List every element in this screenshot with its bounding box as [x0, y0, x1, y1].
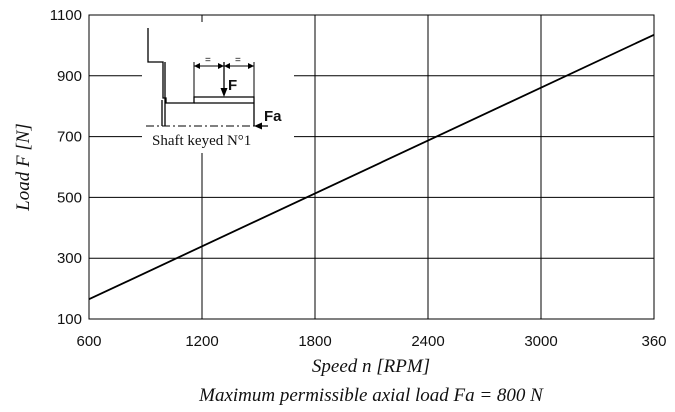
x-tick-label: 3000 — [524, 333, 557, 350]
x-tick-labels: 600 1200 1800 2400 3000 360 — [76, 333, 666, 350]
y-axis-title: Load F [N] — [13, 123, 34, 212]
shaft-drawing — [146, 28, 268, 130]
dim-arrow-mid-l — [218, 63, 224, 69]
shaft-inset: = = F Fa Shaft keyed N°1 — [142, 22, 294, 153]
dim-arrow-mid-r — [224, 63, 230, 69]
x-tick-label: 2400 — [411, 333, 444, 350]
x-axis-title: Speed n [RPM] — [312, 356, 430, 377]
y-tick-label: 700 — [57, 129, 82, 146]
x-tick-label: 360 — [641, 333, 666, 350]
force-arrowhead — [220, 88, 228, 97]
y-tick-labels: 100 300 500 700 900 1100 — [50, 7, 82, 328]
force-label: F — [228, 77, 237, 94]
inset-background — [142, 22, 294, 153]
y-tick-label: 1100 — [50, 7, 82, 24]
chart-caption: Maximum permissible axial load Fa = 800 … — [198, 385, 544, 406]
y-tick-label: 100 — [57, 311, 82, 328]
y-tick-label: 300 — [57, 250, 82, 267]
x-tick-label: 1200 — [185, 333, 218, 350]
inset-caption: Shaft keyed N°1 — [152, 133, 251, 149]
axial-arrowhead — [254, 122, 262, 130]
series-line — [88, 33, 655, 301]
axial-force-label: Fa — [264, 108, 282, 125]
x-tick-label: 600 — [76, 333, 101, 350]
equal-mark-left: = — [205, 55, 211, 66]
series — [88, 33, 655, 301]
y-tick-label: 900 — [57, 68, 82, 85]
y-tick-label: 500 — [57, 189, 82, 206]
dim-arrow-right — [248, 63, 254, 69]
x-tick-label: 1800 — [298, 333, 331, 350]
dim-arrow-left — [194, 63, 200, 69]
equal-mark-right: = — [235, 55, 241, 66]
